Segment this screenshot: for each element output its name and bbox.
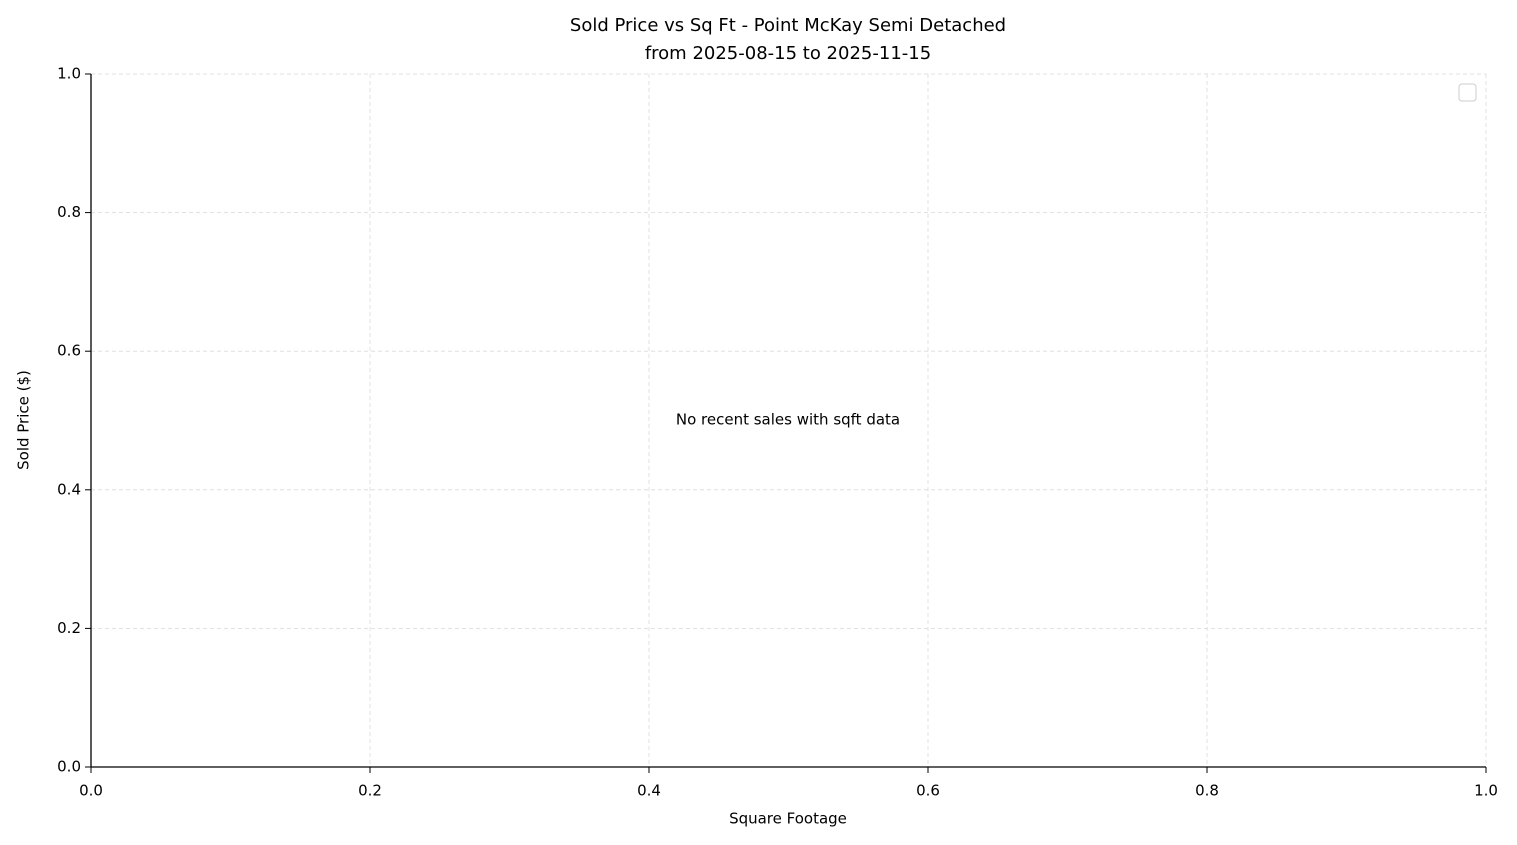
chart-title: Sold Price vs Sq Ft - Point McKay Semi D…	[570, 15, 1006, 36]
x-tick-label: 0.4	[637, 782, 661, 800]
y-tick-label: 0.8	[57, 203, 81, 221]
y-tick-label: 1.0	[57, 65, 81, 83]
chart-subtitle: from 2025-08-15 to 2025-11-15	[645, 43, 931, 64]
x-tick-label: 0.0	[79, 782, 103, 800]
x-tick-label: 0.8	[1195, 782, 1219, 800]
y-tick-label: 0.6	[57, 342, 81, 360]
y-axis-label: Sold Price ($)	[15, 370, 33, 470]
x-axis-label: Square Footage	[729, 810, 847, 828]
legend	[1458, 83, 1477, 102]
x-tick-label: 1.0	[1474, 782, 1498, 800]
annotation: No recent sales with sqft data	[676, 411, 900, 429]
x-tick-label: 0.6	[916, 782, 940, 800]
y-tick-label: 0.2	[57, 619, 81, 637]
y-tick-label: 0.4	[57, 480, 81, 498]
x-tick-label: 0.2	[358, 782, 382, 800]
y-tick-label: 0.0	[57, 758, 81, 776]
